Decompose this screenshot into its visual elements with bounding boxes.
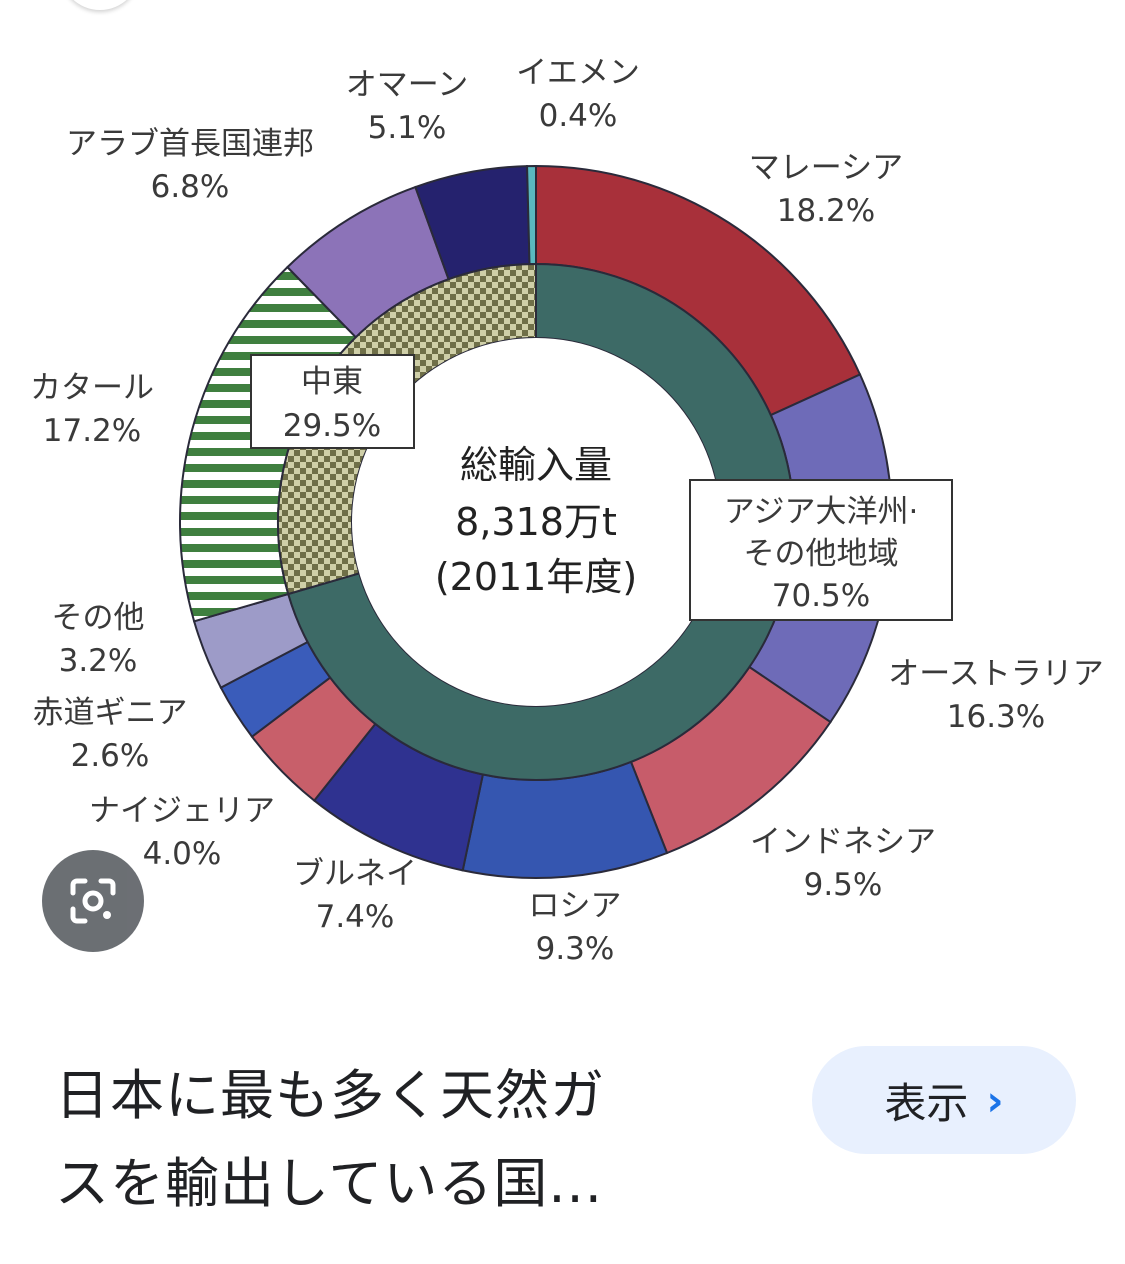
outer-label-2: インドネシア (750, 824, 936, 860)
outer-label-6: 赤道ギニア (33, 695, 188, 731)
outer-value-11: 0.4% (539, 98, 618, 134)
middle-east-label-box: 中東 29.5% (250, 354, 415, 449)
outer-label-3: ロシア (529, 888, 622, 924)
outer-value-4: 7.4% (316, 899, 395, 935)
outer-value-10: 5.1% (368, 110, 447, 146)
inner-value-asia: 70.5% (772, 578, 870, 614)
outer-value-5: 4.0% (143, 836, 222, 872)
outer-label-7: その他 (52, 600, 145, 636)
result-caption[interactable]: 日本に最も多く天然ガ スを輸出している国... (55, 1052, 755, 1228)
outer-label-4: ブルネイ (293, 856, 417, 892)
show-button[interactable]: 表示 › (812, 1046, 1076, 1154)
outer-label-10: オマーン (346, 67, 468, 103)
top-partial-element (60, 0, 140, 10)
outer-value-7: 3.2% (59, 643, 138, 679)
inner-value-middle-east: 29.5% (283, 408, 381, 444)
chevron-right-icon: › (986, 1075, 1004, 1125)
donut-hole (352, 338, 720, 706)
outer-value-0: 18.2% (777, 193, 875, 229)
outer-value-6: 2.6% (71, 738, 150, 774)
google-lens-button[interactable] (42, 850, 144, 952)
google-lens-icon (70, 878, 116, 924)
outer-slice-11 (526, 164, 537, 266)
outer-value-8: 17.2% (43, 413, 141, 449)
outer-value-2: 9.5% (804, 867, 883, 903)
gas-import-donut-chart: マレーシア 18.2% オーストラリア 16.3% インドネシア 9.5% ロシア 9.3% ブ… (30, 55, 1104, 967)
caption-line-1: 日本に最も多く天然ガ (55, 1064, 605, 1127)
inner-label-asia-line2: その他地域 (744, 536, 899, 572)
center-title: 総輸入量 (460, 443, 612, 487)
outer-label-9: アラブ首長国連邦 (66, 126, 314, 162)
show-button-label: 表示 (884, 1078, 969, 1128)
center-year: (2011年度) (435, 555, 637, 599)
inner-label-asia-line1: アジア大洋州· (724, 494, 919, 530)
outer-label-5: ナイジェリア (89, 793, 275, 829)
outer-label-1: オーストラリア (888, 656, 1103, 692)
center-total: 8,318万t (455, 500, 617, 544)
donut-chart-svg: マレーシア 18.2% オーストラリア 16.3% インドネシア 9.5% ロシア 9.3% ブ… (30, 55, 1104, 967)
outer-label-8: カタール (30, 370, 154, 406)
inner-label-middle-east: 中東 (301, 364, 363, 400)
outer-label-0: マレーシア (749, 150, 903, 186)
outer-ring-slices (179, 164, 894, 879)
asia-label-box: アジア大洋州· その他地域 70.5% (689, 479, 953, 621)
outer-value-9: 6.8% (151, 169, 230, 205)
outer-ring-labels: マレーシア 18.2% オーストラリア 16.3% インドネシア 9.5% ロシア 9.3% ブ… (30, 55, 1104, 967)
outer-label-11: イエメン (516, 55, 640, 91)
outer-value-3: 9.3% (536, 931, 615, 967)
outer-value-1: 16.3% (947, 699, 1045, 735)
caption-line-2: スを輸出している国... (55, 1152, 603, 1215)
